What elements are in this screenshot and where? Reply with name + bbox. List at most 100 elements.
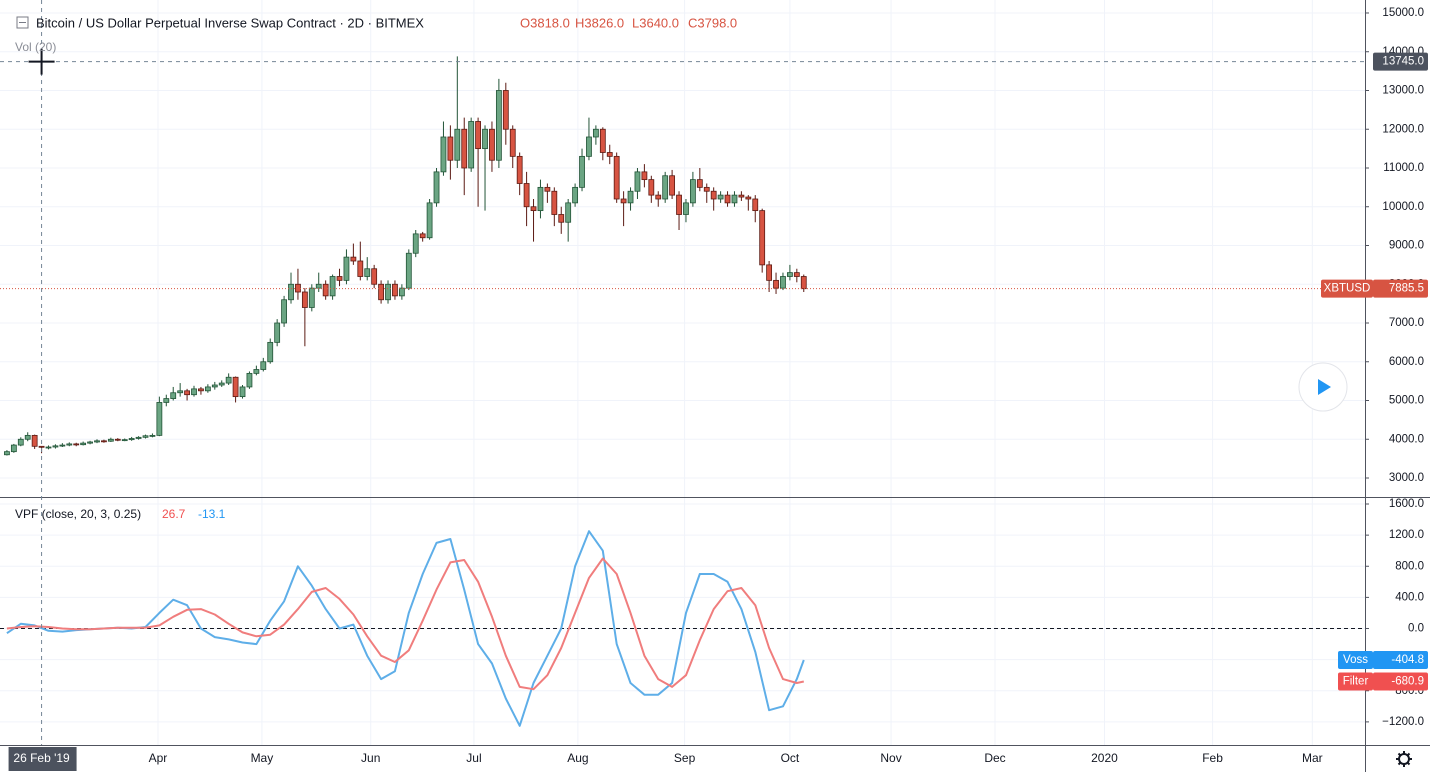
candle-body [773,279,779,289]
candle-body [475,121,481,150]
gear-teeth [1396,751,1412,767]
x-tick-label: Dec [984,751,1005,765]
candle-body [225,376,232,384]
candle-body [267,341,274,363]
candle-body [315,283,322,289]
candle-body [516,155,523,184]
collapse-icon[interactable] [16,16,29,29]
candle-body [107,438,114,442]
candle-body [295,283,301,293]
crosshair-time-text: 26 Feb '19 [13,751,70,765]
symbol-tag [1321,279,1373,298]
candle-body [696,179,703,188]
candle-body [689,179,696,204]
candle-body [412,233,419,254]
candle-body [586,136,592,157]
candle-body [710,190,717,200]
candle-body [392,283,398,297]
candle-body [357,260,364,277]
candle-body [544,186,551,192]
play-button[interactable] [1298,362,1348,412]
candle-body [121,439,128,442]
crosshair-time-tag [8,747,77,771]
candle-body [66,443,73,446]
settings-icon[interactable] [1396,751,1412,767]
candle-body [627,190,634,204]
candle-body [669,175,676,196]
y-tick-label: 13000.0 [1382,85,1424,97]
candle-body [218,382,225,386]
candle-body [288,283,294,301]
candle-body [4,451,10,456]
y-tick-label: 1200.0 [1389,529,1424,541]
candle-body [31,434,38,447]
candle-body [17,438,24,446]
candle-body [364,268,371,277]
y-tick-label: 11000.0 [1383,162,1424,174]
candle-body [766,264,773,281]
indicator-title: VPF (close, 20, 3, 0.25) [15,507,141,521]
candle-body [759,210,766,266]
candle-body [461,128,468,169]
x-tick-label: Apr [149,751,168,765]
crosshair-cursor [28,48,55,75]
candle-body [683,202,689,215]
candle-body [350,256,357,262]
candle-body [620,198,627,204]
candle-body [641,171,648,181]
y-tick-label: 10000.0 [1382,201,1424,213]
candle-body [592,128,599,138]
candle-body [184,390,190,396]
candle-body [211,384,218,388]
grid [0,0,1365,745]
y-tick-label: 3000.0 [1389,472,1424,484]
candle-body [579,155,585,188]
candle-body [599,128,606,153]
candle-body [648,179,655,196]
candle-body [378,283,384,301]
candle-body [156,402,163,436]
series-tag-name: Voss [1343,654,1368,666]
y-tick-label: 7000.0 [1389,317,1424,329]
candle-body [793,272,800,277]
crosshair-price-text: 13745.0 [1382,56,1424,68]
candle-body [489,128,495,161]
last-price-tag [1373,279,1428,298]
candle-body [405,252,412,289]
x-tick-label: Nov [880,751,901,765]
candle-body [502,90,509,130]
x-tick-label: May [251,751,274,765]
candle-body [662,175,669,200]
candle-body [509,128,516,157]
candle-body [87,441,93,444]
candle-body [135,436,142,439]
x-tick-label: Oct [781,751,800,765]
y-tick-label: 0.0 [1408,623,1424,635]
candle-body [163,398,170,403]
candle-body [572,186,579,204]
candle-body [703,186,710,192]
y-tick-label: −1200.0 [1382,716,1424,728]
candle-body [198,388,204,392]
x-tick-label: Sep [674,751,696,765]
candle-body [329,276,336,297]
symbol-title: Bitcoin / US Dollar Perpetual Inverse Sw… [36,15,424,30]
symbol-tag-text: XBTUSD [1324,283,1371,295]
candle-body [780,276,786,289]
series-value-text: -680.9 [1391,676,1424,688]
candle-body [717,194,724,200]
series-value-tag [1373,651,1428,670]
candle-body [530,206,537,212]
candle-body [260,361,267,370]
candle-body [170,392,177,399]
candle-body [385,283,391,301]
x-tick-label: Aug [567,751,588,765]
low-value: L3640.0 [632,15,679,30]
candle-body [59,444,66,447]
candle-body [94,440,100,443]
candle-body [246,372,253,388]
candle-body [724,194,731,204]
x-tick-label: Feb [1202,751,1223,765]
